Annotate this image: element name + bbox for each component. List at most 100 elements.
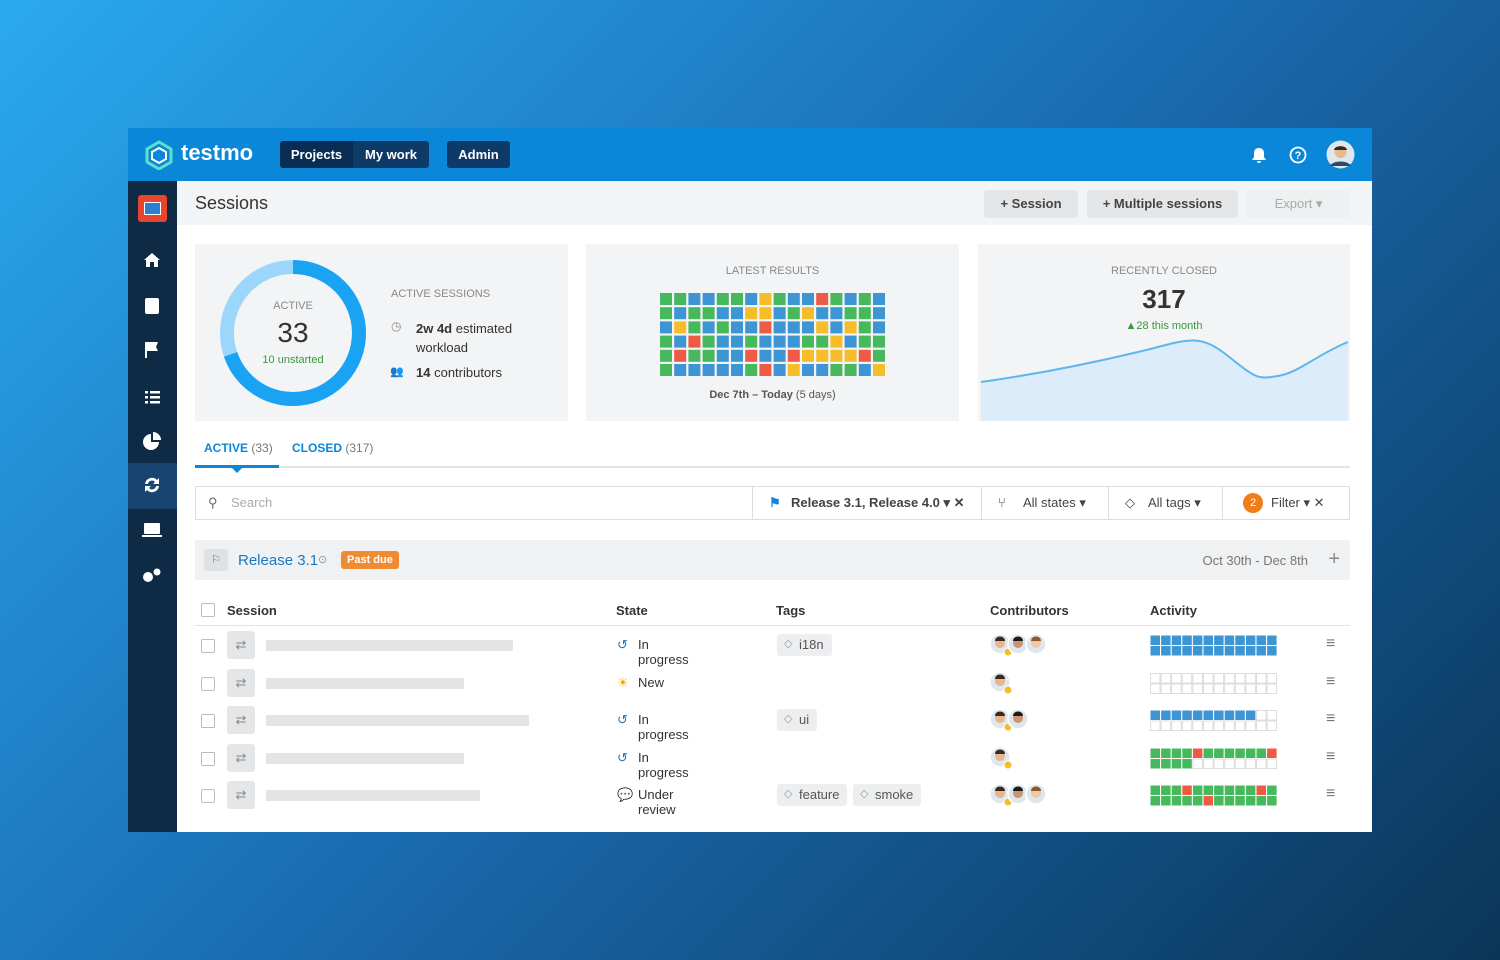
closed-value: 317 — [1142, 284, 1186, 314]
activity-cell — [1192, 720, 1203, 731]
activity-cell — [1214, 646, 1224, 656]
activity-cell — [1256, 758, 1267, 769]
result-cell — [688, 293, 701, 305]
avatar-hair — [995, 749, 1005, 754]
activity-cell — [1182, 710, 1192, 720]
activity-cell — [1224, 758, 1235, 769]
help-icon[interactable]: ? — [1289, 146, 1307, 164]
activity-cell — [1234, 683, 1246, 694]
nav-tab[interactable]: Projects — [280, 141, 353, 168]
result-cell — [731, 335, 743, 348]
result-cell — [802, 307, 814, 320]
activity-cell — [1182, 796, 1192, 806]
select-all[interactable] — [201, 603, 215, 617]
result-cell — [858, 349, 871, 362]
row-menu[interactable]: ≡ — [1326, 672, 1336, 690]
result-cell — [858, 364, 871, 376]
activity-cell — [1203, 672, 1214, 683]
activity-cell — [1150, 635, 1160, 645]
activity-cell — [1182, 785, 1192, 795]
result-cell — [716, 307, 729, 320]
session-name-placeholder — [266, 677, 464, 689]
avatar-badge — [1003, 760, 1013, 769]
session-icon: ⇄ — [227, 781, 255, 809]
activity-cell — [1234, 672, 1246, 683]
activity-cell — [1203, 758, 1214, 769]
avatar-hair — [1013, 711, 1023, 716]
result-cell — [660, 364, 672, 376]
result-cell — [858, 335, 871, 348]
activity-cell — [1203, 683, 1214, 694]
result-cell — [873, 321, 885, 334]
add-session-button[interactable]: + Session — [984, 190, 1078, 218]
result-cell — [787, 307, 800, 320]
result-cell — [745, 349, 758, 362]
activity-cell — [1192, 748, 1203, 758]
result-cell — [830, 321, 843, 334]
row-checkbox[interactable] — [201, 751, 215, 766]
row-menu[interactable]: ≡ — [1326, 785, 1336, 802]
activity-cell — [1224, 720, 1235, 731]
export-button[interactable]: Export ▾ — [1247, 190, 1350, 218]
group-add[interactable]: + — [1328, 548, 1340, 570]
filter-count: 2 — [1243, 493, 1263, 513]
group-dates: Oct 30th - Dec 8th — [1202, 553, 1309, 568]
result-cell — [759, 349, 772, 362]
activity-cell — [1171, 748, 1182, 758]
activity-cell — [1150, 758, 1160, 768]
activity-cell — [1203, 748, 1213, 758]
activity-cell — [1224, 683, 1235, 694]
row-checkbox[interactable] — [201, 714, 215, 728]
activity-cell — [1235, 646, 1245, 656]
contributors — [989, 783, 1047, 807]
tab-label: ACTIVE — [204, 441, 249, 455]
group-info[interactable]: ⊙ — [318, 554, 328, 566]
activity-cell — [1150, 672, 1161, 683]
tab-active[interactable]: ACTIVE (33) — [204, 441, 273, 455]
activity-cell — [1256, 672, 1267, 683]
project-icon[interactable] — [138, 195, 167, 222]
state-icon: ☀ — [617, 674, 629, 690]
nav-icons[interactable] — [128, 241, 177, 601]
column-header: Contributors — [990, 603, 1069, 618]
tag-filter[interactable]: ◇ All tags ▾ — [1108, 486, 1223, 520]
milestone-filter[interactable]: ⚑ Release 3.1, Release 4.0 ▾ ✕ — [752, 486, 982, 520]
activity-cell — [1235, 635, 1245, 645]
row-menu[interactable]: ≡ — [1326, 710, 1336, 727]
activity-cell — [1181, 672, 1193, 683]
nav-tab[interactable]: My work — [353, 141, 429, 168]
state-icon: ↺ — [617, 749, 628, 765]
tab-count: (33) — [251, 441, 273, 455]
group-icon: ⚐ — [204, 549, 228, 571]
result-cell — [745, 364, 758, 376]
nav-admin[interactable]: Admin — [447, 141, 510, 168]
activity-cell — [1245, 683, 1256, 694]
range-note: (5 days) — [795, 389, 836, 401]
activity-cell — [1192, 710, 1203, 720]
row-checkbox[interactable] — [201, 639, 215, 653]
row-menu[interactable]: ≡ — [1326, 635, 1336, 652]
row-checkbox[interactable] — [201, 676, 215, 691]
filter-button[interactable]: 2 Filter ▾ ✕ — [1222, 486, 1350, 520]
result-cell — [745, 307, 758, 320]
activity-cell — [1160, 683, 1172, 694]
add-multiple-button[interactable]: + Multiple sessions — [1087, 190, 1238, 218]
bell-icon[interactable] — [1250, 146, 1268, 164]
tab-closed[interactable]: CLOSED (317) — [292, 441, 373, 455]
result-cell — [816, 335, 829, 348]
row-checkbox[interactable] — [201, 789, 215, 803]
search-box[interactable]: ⚲ Search — [195, 486, 753, 520]
state: In progress — [638, 749, 689, 780]
row-menu[interactable]: ≡ — [1326, 747, 1336, 765]
state-filter[interactable]: ⑂ All states ▾ — [981, 486, 1109, 520]
result-cell — [745, 321, 758, 334]
donut-started — [220, 260, 366, 406]
activity-cell — [1224, 796, 1235, 806]
result-cell — [731, 321, 743, 334]
activity — [1150, 672, 1278, 694]
user-avatar[interactable] — [1326, 140, 1355, 169]
result-cell — [773, 293, 786, 305]
result-cell — [759, 364, 772, 376]
group-name[interactable]: Release 3.1 — [238, 552, 319, 569]
result-cell — [816, 321, 829, 334]
